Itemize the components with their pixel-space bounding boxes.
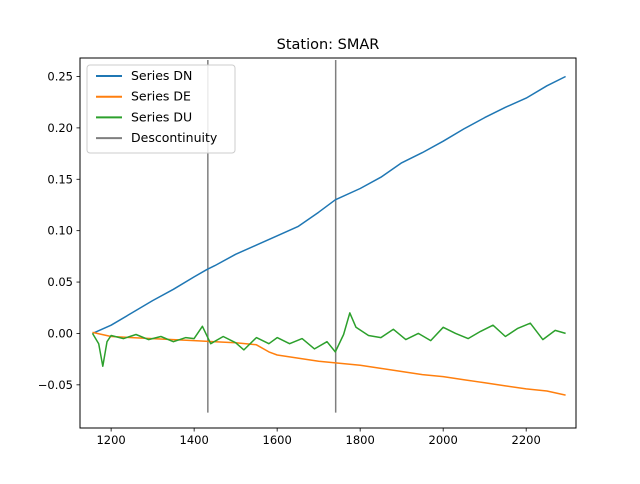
legend-label: Series DN (131, 68, 192, 83)
y-tick-label: 0.00 (47, 326, 73, 340)
y-tick-label: 0.05 (47, 275, 73, 289)
y-tick-label: 0.10 (47, 224, 73, 238)
x-tick-label: 1400 (180, 433, 209, 447)
x-tick-label: 1200 (96, 433, 125, 447)
series-line-series-du (91, 312, 566, 368)
legend-label: Series DE (131, 89, 191, 104)
plot-frame (79, 57, 577, 429)
series-line-series-de (92, 331, 566, 396)
y-tick-label: 0.20 (47, 121, 73, 135)
y-tick-label: 0.15 (47, 172, 73, 186)
x-tick-label: 2000 (429, 433, 458, 447)
y-axis: −0.05 0.00 0.05 0.10 0.15 0.20 0.25 (38, 70, 80, 392)
legend-label: Series DU (131, 109, 192, 124)
series-line-series-dn (92, 75, 566, 335)
legend-label: Descontinuity (131, 130, 218, 145)
x-tick-label: 1800 (346, 433, 375, 447)
legend: Series DN Series DE Series DU Descontinuity (86, 64, 236, 154)
x-axis: 1200 1400 1600 1800 2000 2200 (96, 428, 541, 447)
x-tick-label: 2200 (512, 433, 541, 447)
x-tick-label: 1600 (263, 433, 292, 447)
y-tick-label: 0.25 (47, 70, 73, 84)
y-tick-label: −0.05 (38, 378, 73, 392)
chart-title: Station: SMAR (277, 37, 380, 53)
legend-box (86, 64, 236, 154)
